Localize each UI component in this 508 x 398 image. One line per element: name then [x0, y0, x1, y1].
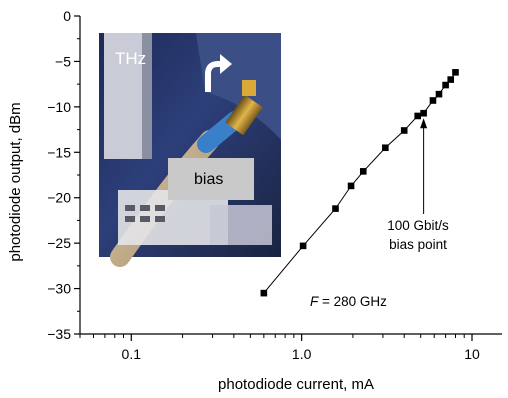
x-axis-ticks: 0.1 1.0 10: [79, 334, 480, 362]
data-point-marker: [332, 205, 339, 212]
curved-arrow-icon: [205, 54, 232, 92]
y-tick-label: −15: [47, 144, 71, 160]
data-point-marker: [400, 127, 408, 134]
data-point-marker: [442, 81, 449, 89]
x-tick-label: 1.0: [292, 346, 312, 362]
x-tick-label: 0.1: [122, 346, 142, 362]
y-axis-ticks: 0 −5 −10 −15 −20 −25 −30 −35: [47, 8, 80, 342]
data-point-marker: [347, 182, 355, 190]
y-axis-title: photodiode output, dBm: [7, 102, 24, 261]
y-tick-label: −5: [55, 53, 71, 69]
x-axis-title: photodiode current, mA: [218, 376, 374, 393]
y-tick-label: −10: [47, 99, 71, 115]
inset-photo-gold-tip: [242, 80, 256, 96]
data-point-marker: [260, 289, 268, 297]
frequency-annotation: F = 280 GHz: [310, 294, 387, 309]
y-tick-label: −30: [47, 281, 71, 297]
bias-annotation-line2: bias point: [389, 237, 447, 252]
inset-photo-gold-connector: [225, 94, 263, 136]
bias-arrow-head: [420, 118, 428, 129]
data-point-marker: [414, 112, 421, 120]
frequency-symbol: F: [310, 294, 319, 309]
data-point-marker: [429, 97, 437, 104]
y-tick-label: 0: [63, 8, 71, 24]
inset-photo-post-shadow: [142, 33, 152, 159]
bias-annotation-line1: 100 Gbit/s: [387, 218, 449, 233]
x-tick-label: 10: [464, 346, 480, 362]
y-tick-label: −20: [47, 190, 71, 206]
inset-photo: bias THz: [99, 33, 281, 267]
annotations: 100 Gbit/s bias point F = 280 GHz: [310, 118, 449, 309]
inset-photo-metal-post: [104, 33, 142, 159]
data-point-marker: [452, 69, 459, 76]
plot-axes: 0 −5 −10 −15 −20 −25 −30 −35 0.1 1.0 10: [47, 8, 502, 362]
data-point-marker: [420, 109, 427, 117]
inset-photo-mount: [196, 33, 281, 140]
inset-photo-chip-pads: [125, 205, 165, 222]
data-point-marker: [359, 168, 367, 175]
series-line: [263, 72, 456, 294]
inset-bias-label: bias: [194, 171, 223, 188]
data-point-marker: [382, 144, 389, 152]
y-tick-label: −35: [47, 326, 71, 342]
inset-thz-label: THz: [115, 49, 146, 68]
data-point-marker: [447, 76, 455, 83]
data-point-marker: [435, 90, 443, 98]
data-series: [260, 69, 459, 297]
y-tick-label: −25: [47, 235, 71, 251]
inset-photo-substrate: [210, 205, 272, 245]
frequency-value: = 280 GHz: [318, 294, 387, 309]
inset-photo-bias-label-box: [168, 158, 254, 200]
data-point-marker: [299, 242, 307, 250]
